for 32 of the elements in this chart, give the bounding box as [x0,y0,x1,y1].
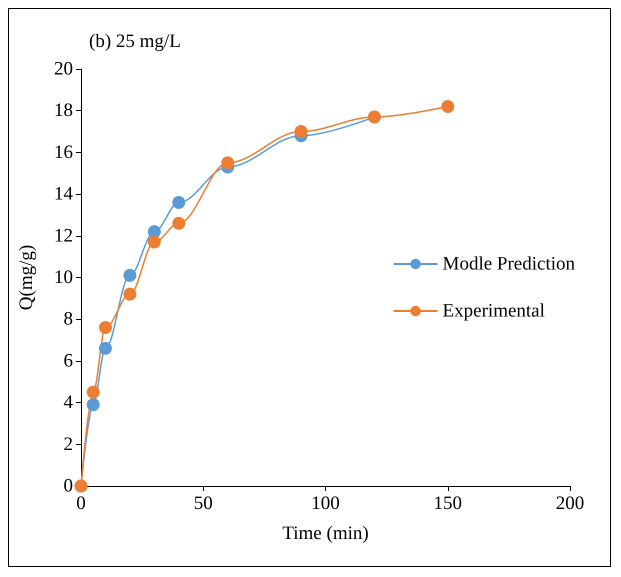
point [123,288,136,301]
y-tick-label: 8 [64,308,73,330]
y-tick-label: 14 [54,184,74,205]
y-axis-title: Q(mg/g) [16,244,37,310]
y-tick-label: 16 [54,142,73,163]
x-tick-label: 200 [556,493,584,514]
x-axis-title: Time (min) [282,523,369,544]
y-tick-label: 2 [64,434,73,455]
x-tick-label: 50 [194,493,213,514]
point [98,342,112,355]
point [86,386,100,399]
y-tick-label: 18 [54,100,73,122]
y-tick-label: 10 [54,267,73,288]
point [172,196,186,209]
y-tick-label: 0 [64,476,73,496]
y-tick-label: 20 [54,58,73,80]
point [98,321,112,334]
legend-label: Experimental [442,300,545,322]
x-tick-label: 150 [434,493,462,514]
y-tick-label: 6 [64,350,73,372]
point [441,100,454,114]
point [86,398,100,412]
y-tick-label: 4 [64,392,74,414]
y-tick-label: 12 [54,225,73,246]
legend-label: Modle Prediction [442,254,576,274]
point [123,268,136,282]
point [148,236,161,249]
point [221,156,234,170]
x-tick-label: 100 [311,493,340,514]
point [172,216,186,230]
point [294,125,308,138]
chart-title: (b) 25 mg/L [89,31,181,52]
